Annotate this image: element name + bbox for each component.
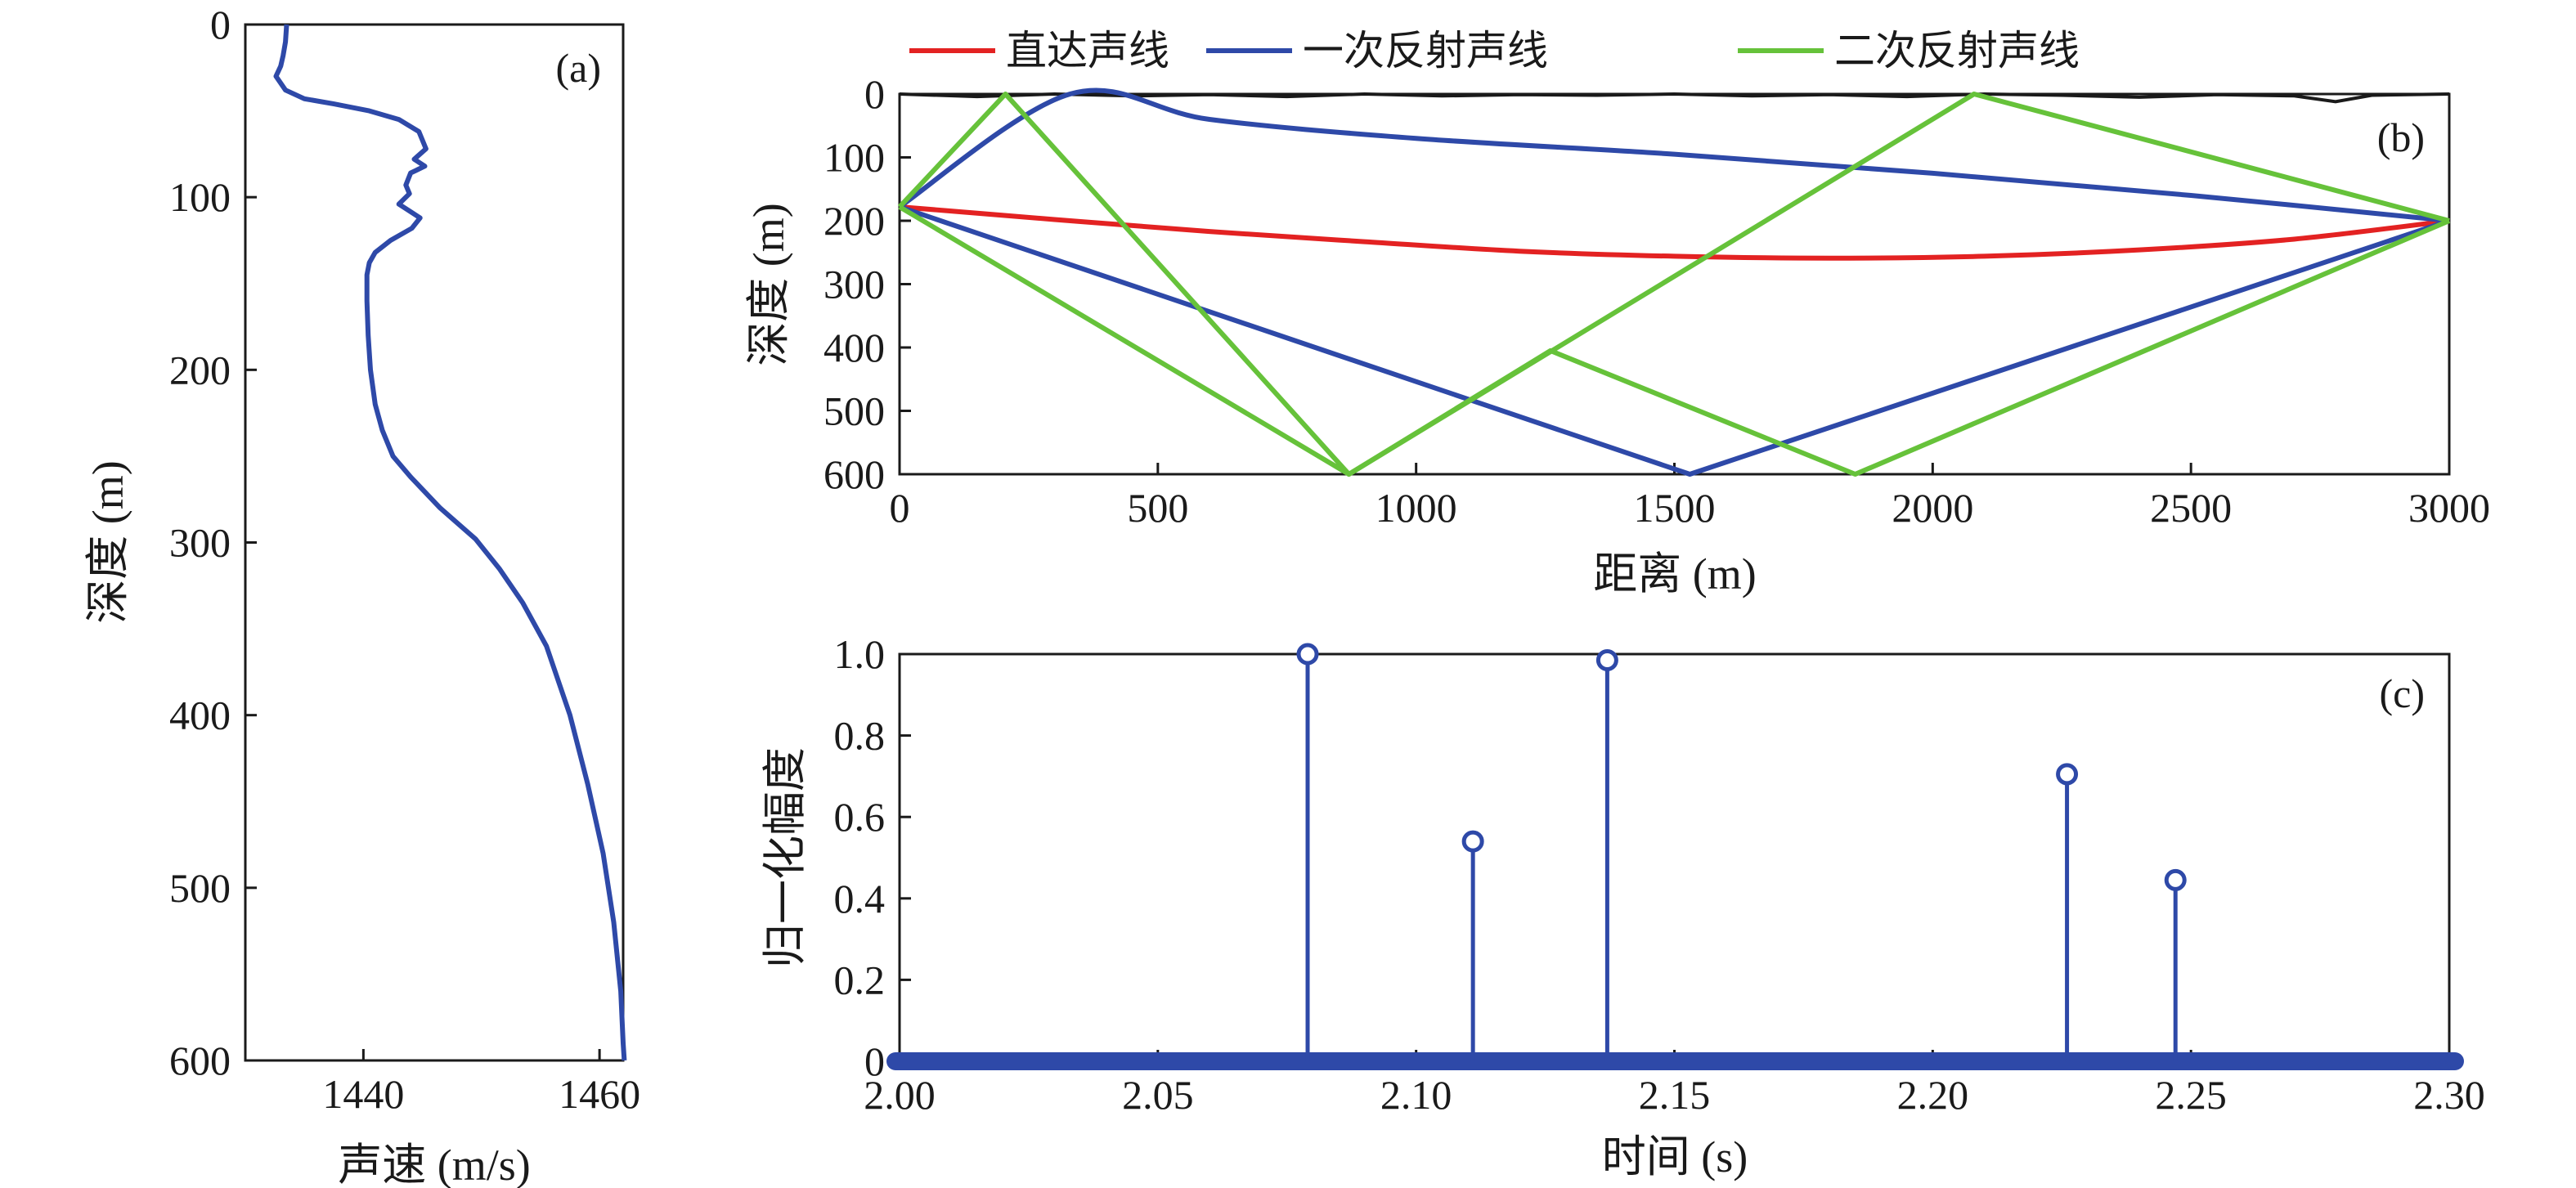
panel-b-y-axis-title: 深度 (m) — [744, 203, 793, 365]
panel-c-x-tick-label: 2.25 — [2155, 1072, 2227, 1118]
panel-a-x-axis: 1440 1460 — [322, 1049, 640, 1117]
panel-b-x-tick-label: 0 — [890, 485, 910, 531]
panel-b-legend: 直达声线 一次反射声线 二次反射声线 — [909, 28, 2080, 74]
panel-c-x-tick-label: 2.05 — [1122, 1072, 1194, 1118]
stem-marker — [1461, 830, 1484, 853]
ray-first-reflection-path — [899, 204, 2450, 477]
panel-b-sea-surface-line — [899, 92, 2450, 104]
panel-b-ray-paths: 0 500 1000 1500 2000 2500 3000 0 100 200 300 400 50… — [744, 28, 2490, 598]
panel-a-y-axis: 0 100 200 300 400 500 600 — [169, 2, 257, 1083]
panel-b-x-tick-label: 1500 — [1634, 485, 1716, 531]
stem-marker — [1595, 648, 1618, 671]
legend-label: 一次反射声线 — [1303, 28, 1548, 74]
ray-direct-path — [899, 204, 2450, 261]
panel-c-y-tick-label: 0.2 — [834, 957, 886, 1002]
panel-b-y-tick-label: 200 — [824, 198, 885, 244]
panel-a-tag: (a) — [556, 45, 602, 91]
ray-second-reflection-path — [898, 204, 2451, 477]
panel-b-x-tick-label: 2500 — [2150, 485, 2232, 531]
panel-b-x-tick-label: 2000 — [1892, 485, 1973, 531]
panel-b-ray-series — [897, 87, 2451, 477]
panel-c-y-tick-label: 0.4 — [834, 876, 886, 921]
panel-b-y-tick-label: 0 — [864, 71, 885, 117]
panel-a-sound-speed-profile: 1440 1460 0 100 200 300 400 500 600 (a) 声速 (m/s… — [83, 2, 640, 1188]
panel-a-y-tick-label: 500 — [169, 865, 231, 911]
panel-a-y-tick-label: 600 — [169, 1038, 231, 1083]
ray-first-reflection-path — [898, 87, 2450, 223]
panel-a-y-tick-label: 200 — [169, 347, 231, 392]
panel-a-y-tick-label: 0 — [210, 2, 231, 47]
panel-c-normalized-amplitude: 2.00 2.05 2.10 2.15 2.20 2.25 2.30 00.20.40.60… — [761, 631, 2485, 1181]
panel-c-x-tick-label: 2.10 — [1380, 1072, 1452, 1118]
panel-a-y-tick-label: 400 — [169, 693, 231, 738]
panel-a-x-tick-label: 1460 — [559, 1071, 640, 1117]
stem-marker — [2056, 763, 2079, 786]
stem-marker — [1296, 643, 1319, 666]
panel-c-y-tick-label: 0.8 — [834, 713, 886, 759]
panel-c-stems — [1296, 643, 2187, 1061]
panel-b-y-tick-label: 600 — [824, 451, 885, 497]
panel-c-x-tick-label: 2.15 — [1639, 1072, 1711, 1118]
panel-c-x-axis-title: 时间 (s) — [1602, 1132, 1748, 1181]
legend-label: 直达声线 — [1006, 28, 1169, 74]
panel-b-y-tick-label: 100 — [824, 135, 885, 181]
panel-b-y-tick-label: 500 — [824, 388, 885, 434]
panel-b-x-tick-label: 1000 — [1376, 485, 1457, 531]
panel-c-x-tick-label: 2.20 — [1897, 1072, 1969, 1118]
panel-a-x-axis-title: 声速 (m/s) — [338, 1141, 531, 1188]
panel-c-x-tick-label: 2.00 — [864, 1072, 936, 1118]
panel-b-x-axis-title: 距离 (m) — [1593, 549, 1756, 598]
panel-b-y-tick-label: 300 — [824, 262, 885, 307]
panel-c-y-axis-title: 归一化幅度 — [761, 747, 810, 968]
panel-c-x-tick-label: 2.30 — [2413, 1072, 2485, 1118]
panel-c-y-tick-label: 1.0 — [834, 631, 886, 677]
panel-c-frame — [898, 652, 2451, 1063]
panel-a-sound-speed-line — [273, 24, 627, 1061]
panel-c-y-axis: 0 0.2 0.4 0.6 0.8 1.0 — [834, 631, 911, 1084]
panel-a-y-tick-label: 100 — [169, 174, 231, 220]
panel-b-x-tick-label: 500 — [1127, 485, 1188, 531]
panel-b-x-tick-label: 3000 — [2408, 485, 2490, 531]
panel-b-y-axis: 0 100 200 300 400 500 600 — [824, 71, 911, 497]
panel-a-y-axis-title: 深度 (m) — [83, 460, 132, 623]
panel-a-x-tick-label: 1440 — [322, 1071, 404, 1117]
panel-a-frame — [244, 23, 625, 1062]
panel-b-y-tick-label: 400 — [824, 325, 885, 370]
panel-b-tag: (b) — [2377, 114, 2425, 160]
panel-c-x-axis: 2.00 2.05 2.10 2.15 2.20 2.25 2.30 — [864, 1050, 2485, 1118]
panel-c-y-tick-label: 0.6 — [834, 794, 886, 840]
panel-a-y-tick-label: 300 — [169, 520, 231, 566]
legend-label: 二次反射声线 — [1834, 28, 2080, 74]
panel-c-tag: (c) — [2380, 670, 2426, 716]
panel-c-y-tick-label: 0 — [864, 1038, 885, 1084]
stem-marker — [2164, 868, 2187, 891]
